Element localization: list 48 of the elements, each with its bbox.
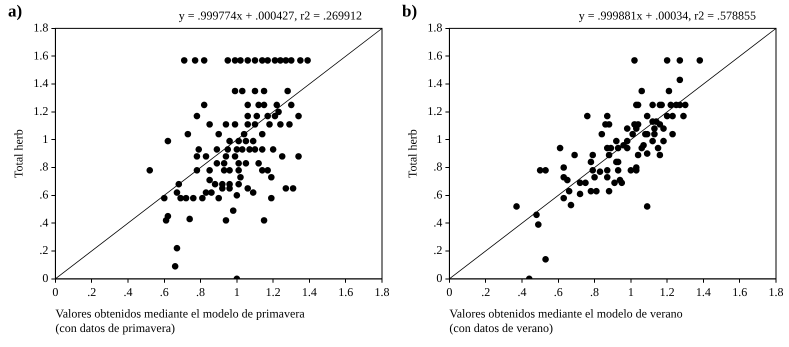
x-tick-label: .2 — [87, 285, 96, 300]
y-tick-label: 1 — [436, 132, 442, 146]
y-tick-label: 1.8 — [33, 20, 48, 35]
x-axis-title: Valores obtenidos mediante el modelo de verano (con datos de verano) — [449, 306, 683, 335]
x-axis-title: Valores obtenidos mediante el modelo de primavera (con datos de primavera) — [55, 306, 306, 335]
y-tick-label: .4 — [39, 215, 48, 230]
y-tick-label: 0 — [42, 270, 48, 285]
y-tick-label: 1.2 — [427, 104, 442, 118]
y-tick-label: .6 — [433, 187, 442, 202]
x-tick-label: 1 — [628, 285, 634, 300]
x-tick-label: 1 — [234, 285, 240, 300]
chart-title: a) — [8, 2, 22, 21]
x-tick-label: 1.2 — [266, 285, 281, 300]
y-tick-label: 1 — [42, 132, 48, 146]
x-tick-label: 1.6 — [732, 285, 748, 300]
x-tick-label: 1.4 — [696, 285, 711, 300]
y-tick-label: .4 — [433, 215, 442, 230]
y-tick-label: .6 — [39, 187, 48, 202]
x-tick-label: 1.4 — [302, 285, 317, 300]
y-tick-label: 1.4 — [33, 76, 48, 90]
y-tick-label: .8 — [433, 160, 442, 174]
y-tick-label: 1.6 — [427, 48, 442, 62]
x-tick-label: .6 — [554, 285, 563, 300]
x-tick-label: .6 — [160, 285, 169, 300]
y-tick-label: 1.8 — [427, 20, 442, 35]
y-tick-label: .8 — [39, 160, 48, 174]
x-tick-label: 1.2 — [660, 285, 675, 300]
y-tick-label: 1.6 — [33, 48, 48, 62]
x-tick-label: .8 — [196, 285, 206, 300]
x-tick-label: .4 — [517, 285, 526, 300]
y-tick-label: 1.2 — [33, 104, 48, 118]
y-axis-title: Total herb — [11, 129, 26, 178]
y-tick-label: 0 — [436, 270, 442, 285]
chart-title: b) — [402, 2, 418, 21]
y-axis-title: Total herb — [405, 129, 420, 178]
y-tick-label: 1.4 — [427, 76, 442, 90]
x-tick-label: .8 — [590, 285, 600, 300]
y-tick-label: .2 — [39, 243, 48, 258]
x-tick-label: 1.8 — [768, 285, 784, 300]
x-tick-label: 1.6 — [338, 285, 354, 300]
text: y = .999881x + .00034, r2 = .578855 — [578, 8, 756, 23]
x-tick-label: .4 — [123, 285, 132, 300]
text: y = .999774x + .000427, r2 = .269912 — [178, 8, 362, 23]
x-tick-label: 0 — [446, 285, 452, 300]
x-tick-label: .2 — [481, 285, 490, 300]
y-tick-label: .2 — [433, 243, 442, 258]
x-tick-label: 1.8 — [374, 285, 390, 300]
x-tick-label: 0 — [52, 285, 58, 300]
